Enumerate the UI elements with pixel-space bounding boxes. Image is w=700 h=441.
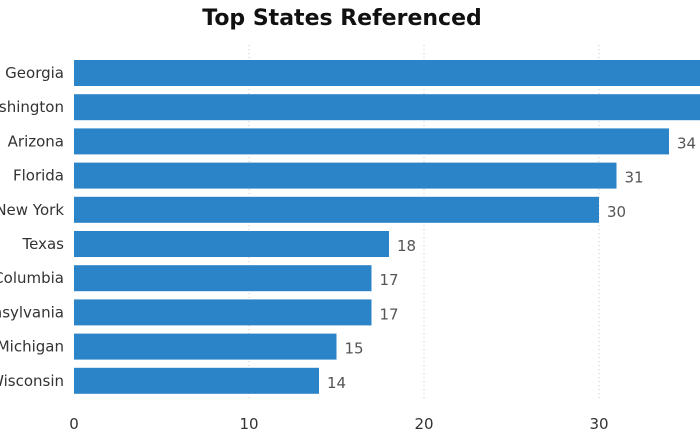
category-label: Texas bbox=[22, 235, 65, 253]
category-label: Arizona bbox=[8, 132, 64, 150]
data-label: 30 bbox=[607, 203, 626, 221]
category-label: Georgia bbox=[5, 64, 64, 82]
x-tick-label: 10 bbox=[239, 415, 258, 433]
bar bbox=[74, 128, 669, 155]
data-labels: 34 31 30 18 17 17 15 14 bbox=[327, 134, 696, 391]
category-label: Pennsylvania bbox=[0, 303, 64, 321]
category-label: Florida bbox=[13, 167, 64, 185]
x-tick-label: 20 bbox=[414, 415, 433, 433]
bar bbox=[74, 162, 617, 189]
category-label: New York bbox=[0, 201, 64, 219]
data-label: 17 bbox=[380, 271, 399, 289]
bar bbox=[74, 265, 372, 292]
category-labels: Georgia Washington Arizona Florida New York T… bbox=[0, 64, 64, 390]
x-tick-label: 30 bbox=[589, 415, 608, 433]
category-label: Michigan bbox=[0, 338, 64, 356]
bar bbox=[74, 60, 700, 86]
category-label: District of Columbia bbox=[0, 269, 64, 287]
bar bbox=[74, 94, 700, 121]
data-label: 15 bbox=[345, 340, 364, 358]
category-label: Wisconsin bbox=[0, 372, 64, 390]
data-label: 31 bbox=[625, 169, 644, 187]
x-axis-ticks: 0 10 20 30 bbox=[69, 415, 608, 433]
category-label: Washington bbox=[0, 98, 64, 116]
bar bbox=[74, 196, 599, 223]
bar bbox=[74, 367, 319, 394]
data-label: 14 bbox=[327, 374, 346, 392]
bar bbox=[74, 299, 372, 326]
bars bbox=[74, 60, 700, 394]
data-label: 34 bbox=[677, 134, 696, 152]
data-label: 17 bbox=[380, 305, 399, 323]
data-label: 18 bbox=[397, 237, 416, 255]
bar bbox=[74, 231, 389, 257]
chart-title: Top States Referenced bbox=[202, 6, 482, 31]
bar bbox=[74, 333, 337, 360]
x-tick-label: 0 bbox=[69, 415, 79, 433]
